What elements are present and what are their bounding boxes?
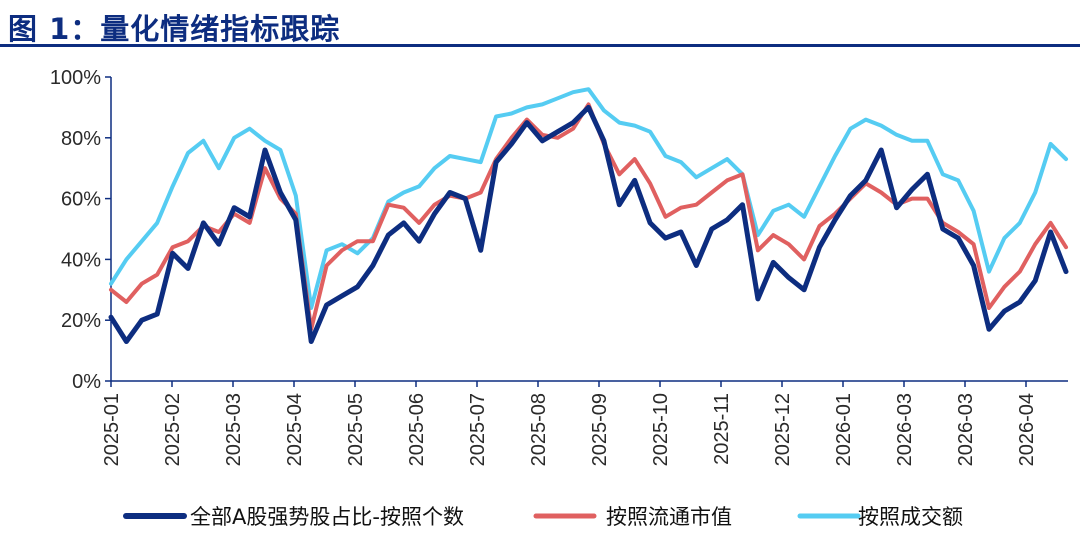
chart-legend: 全部A股强势股占比-按照个数 按照流通市值 按照成交额 [123,505,963,529]
y-tick-label: 0% [72,371,101,393]
y-tick-label: 80% [61,128,101,150]
page-title: 图 1：量化情绪指标跟踪 [8,12,341,46]
x-tick-label: 2025-03 [223,393,245,466]
x-tick-label: 2025-07 [467,393,489,466]
x-tick-label: 2026-04 [1016,393,1038,466]
series-line-2 [109,102,1068,332]
x-tick-label: 2026-03 [955,393,977,466]
x-tick-label: 2025-11 [711,393,733,465]
y-tick-label: 20% [61,310,101,332]
series-line-3 [109,87,1068,310]
y-tick-label: 100% [50,67,101,89]
y-tick-label: 60% [61,189,101,211]
x-tick-label: 2025-09 [589,393,611,466]
chart-series [108,87,1069,344]
x-tick-label: 2025-04 [284,393,306,466]
x-tick-label: 2025-10 [650,393,672,466]
x-tick-label: 2025-01 [101,393,123,466]
figure-header: 图 1：量化情绪指标跟踪 [0,0,1080,48]
x-tick-label: 2025-12 [772,393,794,466]
series-line-1 [108,104,1069,344]
title-underline [0,44,1080,47]
x-tick-label: 2025-06 [406,393,428,466]
legend-label-2: 按照流通市值 [606,505,732,529]
legend-label-1: 全部A股强势股占比-按照个数 [190,505,464,529]
y-tick-label: 40% [61,249,101,271]
legend-label-3: 按照成交额 [858,505,963,529]
x-tick-label: 2025-05 [345,393,367,466]
x-tick-label: 2025-02 [162,393,184,466]
x-tick-label: 2026-01 [833,393,855,466]
x-tick-label: 2026-03 [894,393,916,466]
x-tick-label: 2025-08 [528,393,550,466]
chart-axes: 0% 20% 40% 60% 80% 100% 2025-01 2025-02 2025-03 2… [50,67,1068,466]
